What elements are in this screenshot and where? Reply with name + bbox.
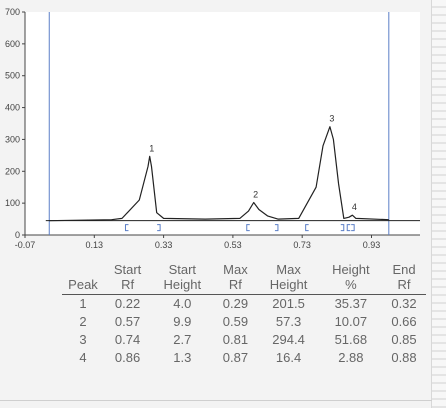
table-cell: 0.86 [114, 350, 141, 365]
table-row: 4 0.86 1.3 0.87 16.4 2.88 0.88 [62, 349, 426, 367]
table-cell: 35.37 [334, 296, 368, 311]
x-tick-label: 0.73 [293, 240, 311, 250]
table-cell: 0.22 [114, 296, 141, 311]
column-header: Max Height [257, 262, 320, 295]
column-header-line2: Rf [397, 277, 411, 292]
peak-start-bracket [246, 224, 250, 232]
page-edge-strip [431, 0, 446, 408]
y-tick-label: 500 [5, 71, 20, 81]
y-tick-label: 400 [5, 103, 20, 113]
table-cell: 0.66 [391, 314, 417, 329]
column-header-line2: Height [269, 277, 308, 292]
table-row: 2 0.57 9.9 0.59 57.3 10.07 0.66 [62, 313, 426, 331]
table-cell: 0.87 [222, 350, 249, 365]
y-tick-label: 600 [5, 39, 20, 49]
chromatogram-svg: 0 100 200 300 400 500 600 700 -0.07 0.13 0.33 0.53 0… [5, 7, 420, 250]
peak-end-bracket [157, 224, 161, 232]
column-header-line2: Height [163, 277, 202, 292]
table-cell: 1 [79, 296, 87, 311]
table-cell: 1.3 [173, 350, 192, 365]
peak-start-bracket [305, 224, 309, 232]
column-header: Height% [319, 262, 383, 295]
column-header-line2: Peak [68, 277, 98, 292]
column-header: Start Height [151, 262, 214, 295]
x-tick-label: 0.93 [363, 240, 381, 250]
table-cell: 2.88 [338, 350, 364, 365]
peak-label: 1 [149, 143, 154, 153]
column-header-line2: Rf [121, 277, 135, 292]
table-cell: 201.5 [272, 296, 305, 311]
x-tick-label: 0.53 [224, 240, 242, 250]
column-header: Peak [62, 262, 104, 295]
peak-table-container: Peak Start Rf Start Height Max Rf Max Height Heig… [62, 262, 426, 367]
peak-label: 2 [253, 190, 258, 200]
peak-label: 4 [352, 202, 357, 212]
peak-end-bracket [351, 224, 355, 232]
table-row: 1 0.22 4.0 0.29 201.5 35.37 0.32 [62, 295, 426, 314]
column-header: Start Rf [104, 262, 152, 295]
x-tick-label: 0.13 [86, 240, 104, 250]
table-cell: 57.3 [275, 314, 302, 329]
table-cell: 4 [79, 350, 87, 365]
peak-end-bracket [340, 224, 345, 232]
column-header-line1: Max [223, 262, 248, 277]
table-cell: 0.29 [222, 296, 249, 311]
table-cell: 294.4 [272, 332, 305, 347]
column-header-line2: Rf [228, 277, 242, 292]
x-tick-label: 0.33 [155, 240, 173, 250]
column-header-line1 [64, 262, 102, 277]
y-tick-label: 0 [15, 230, 20, 240]
peak-start-bracket [124, 224, 129, 232]
table-cell: 9.9 [173, 314, 192, 329]
peak-label: 3 [329, 114, 334, 124]
table-cell: 2 [79, 314, 87, 329]
y-tick-label: 200 [5, 166, 20, 176]
chromatogram-trace [49, 126, 389, 222]
table-cell: 0.88 [391, 350, 417, 365]
y-tick-label: 700 [5, 7, 20, 17]
peak-table-body: 1 0.22 4.0 0.29 201.5 35.37 0.32 2 0.57 9.9 0.59 57… [62, 295, 426, 368]
y-tick-label: 100 [5, 198, 20, 208]
peak-table: Peak Start Rf Start Height Max Rf Max Height Heig… [62, 262, 426, 367]
plot-area [25, 12, 420, 235]
column-header-line1: Height [332, 262, 370, 277]
table-cell: 0.32 [391, 296, 417, 311]
bottom-divider [0, 400, 432, 401]
table-cell: 16.4 [275, 350, 302, 365]
table-cell: 0.85 [391, 332, 417, 347]
table-cell: 0.57 [114, 314, 141, 329]
column-header: Max Rf [213, 262, 258, 295]
column-header-line2: % [345, 277, 357, 292]
table-cell: 51.68 [334, 332, 368, 347]
table-cell: 0.74 [114, 332, 141, 347]
column-header-line1: Max [276, 262, 301, 277]
x-tick-label: -0.07 [15, 240, 36, 250]
chromatogram-chart: 0 100 200 300 400 500 600 700 -0.07 0.13 0.33 0.53 0… [5, 7, 420, 250]
column-header: End Rf [382, 262, 426, 295]
peak-end-bracket [274, 224, 279, 232]
column-header-line1: Start [113, 262, 142, 277]
table-cell: 2.7 [173, 332, 192, 347]
y-tick-label: 300 [5, 134, 20, 144]
table-cell: 0.59 [222, 314, 249, 329]
table-cell: 4.0 [173, 296, 192, 311]
peak-start-bracket [346, 224, 351, 232]
table-cell: 3 [79, 332, 87, 347]
column-header-line1: End [392, 262, 416, 277]
peak-table-header: Peak Start Rf Start Height Max Rf Max Height Heig… [62, 262, 426, 295]
table-row: 3 0.74 2.7 0.81 294.4 51.68 0.85 [62, 331, 426, 349]
table-cell: 10.07 [334, 314, 368, 329]
table-cell: 0.81 [222, 332, 249, 347]
column-header-line1: Start [168, 262, 197, 277]
